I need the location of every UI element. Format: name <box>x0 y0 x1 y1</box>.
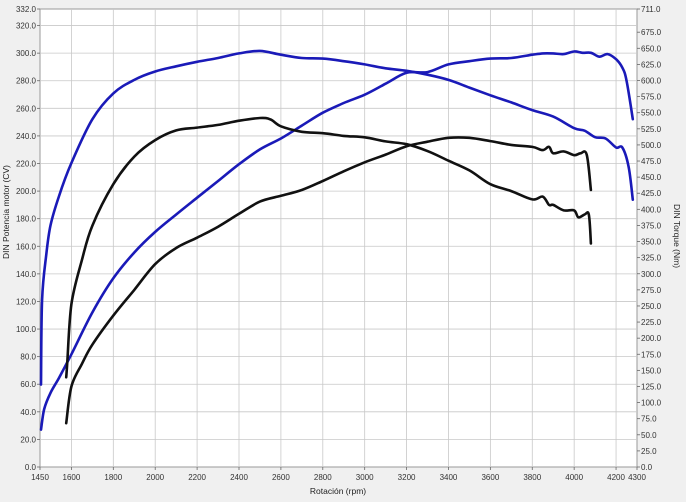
series-lines <box>39 49 635 431</box>
y2-tick-label: 300.0 <box>641 270 662 279</box>
y-tick-label: 160.0 <box>16 242 37 251</box>
y2-tick-label: 350.0 <box>641 238 662 247</box>
y-tick-label: 40.0 <box>20 408 36 417</box>
y2-tick-label: 225.0 <box>641 318 662 327</box>
x-tick-label: 3600 <box>481 473 499 482</box>
series-line-3 <box>64 116 593 379</box>
x-axis-title: Rotación (rpm) <box>310 486 366 496</box>
x-tick-label: 2600 <box>272 473 290 482</box>
y2-tick-label: 550.0 <box>641 109 662 118</box>
y-axis-ticks: 0.0 20.0 40.0 60.0 80.0 100.0 120.0 140.0 160.0 1… <box>16 5 40 472</box>
x-tick-label: 1800 <box>104 473 122 482</box>
series-line-1 <box>39 49 635 386</box>
y2-tick-label: 575.0 <box>641 93 662 102</box>
y-tick-label: 100.0 <box>16 325 37 334</box>
y2-tick-label: 100.0 <box>641 399 662 408</box>
y2-tick-label: 0.0 <box>641 463 653 472</box>
y-tick-label: 0.0 <box>25 463 37 472</box>
x-tick-label: 2400 <box>230 473 248 482</box>
y-tick-label: 240.0 <box>16 132 37 141</box>
y2-axis-title: DIN Torque (Nm) <box>672 204 682 268</box>
series-line-4 <box>64 136 593 425</box>
y2-tick-label: 175.0 <box>641 350 662 359</box>
y-tick-label: 140.0 <box>16 270 37 279</box>
y-tick-label: 200.0 <box>16 187 37 196</box>
x-tick-label: 2000 <box>146 473 164 482</box>
x-tick-label: 1450 <box>31 473 49 482</box>
y2-tick-label: 250.0 <box>641 302 662 311</box>
y2-tick-label: 75.0 <box>641 415 657 424</box>
x-tick-label: 2800 <box>314 473 332 482</box>
y2-tick-label: 25.0 <box>641 447 657 456</box>
y2-tick-label: 150.0 <box>641 366 662 375</box>
x-tick-label: 4300 <box>628 473 646 482</box>
series-line-2 <box>39 50 635 431</box>
y2-tick-label: 450.0 <box>641 173 662 182</box>
y-tick-label: 60.0 <box>20 380 36 389</box>
y2-tick-label: 375.0 <box>641 221 662 230</box>
y-tick-label: 220.0 <box>16 160 37 169</box>
y-tick-label: 80.0 <box>20 353 36 362</box>
x-tick-label: 3200 <box>398 473 416 482</box>
x-tick-label: 3800 <box>523 473 541 482</box>
y2-tick-label: 625.0 <box>641 60 662 69</box>
y2-tick-label: 325.0 <box>641 254 662 263</box>
x-tick-label: 4200 <box>607 473 625 482</box>
y2-tick-label: 50.0 <box>641 431 657 440</box>
x-axis-ticks: 1450 1600 1800 2000 2200 2400 2600 2800 3000 3200… <box>31 467 646 482</box>
x-tick-label: 4000 <box>565 473 583 482</box>
y-tick-label: 280.0 <box>16 77 37 86</box>
x-tick-label: 3400 <box>440 473 458 482</box>
y2-tick-label: 711.0 <box>641 5 661 14</box>
x-tick-label: 3000 <box>356 473 374 482</box>
y2-tick-label: 525.0 <box>641 125 662 134</box>
y2-tick-label: 400.0 <box>641 205 662 214</box>
y2-tick-label: 125.0 <box>641 382 662 391</box>
y-tick-label: 260.0 <box>16 104 37 113</box>
y-axis-title: DIN Potencia motor (CV) <box>1 165 11 259</box>
y-tick-label: 20.0 <box>20 435 36 444</box>
y2-tick-label: 600.0 <box>641 77 662 86</box>
x-tick-label: 2200 <box>188 473 206 482</box>
y-tick-label: 300.0 <box>16 49 37 58</box>
y2-tick-label: 200.0 <box>641 334 662 343</box>
y-tick-label: 320.0 <box>16 22 37 31</box>
y-tick-label: 332.0 <box>16 5 37 14</box>
y2-axis-ticks: 0.0 25.0 50.0 75.0 100.0 125.0 150.0 175.0 200.0… <box>637 5 662 472</box>
plot-area <box>39 8 638 468</box>
grid-lines <box>40 9 637 467</box>
x-tick-label: 1600 <box>63 473 81 482</box>
y2-tick-label: 500.0 <box>641 141 662 150</box>
y2-tick-label: 275.0 <box>641 286 662 295</box>
y2-tick-label: 425.0 <box>641 189 662 198</box>
y2-tick-label: 675.0 <box>641 28 662 37</box>
y-tick-label: 120.0 <box>16 297 37 306</box>
y2-tick-label: 650.0 <box>641 44 662 53</box>
y2-tick-label: 475.0 <box>641 157 662 166</box>
y-tick-label: 180.0 <box>16 215 37 224</box>
